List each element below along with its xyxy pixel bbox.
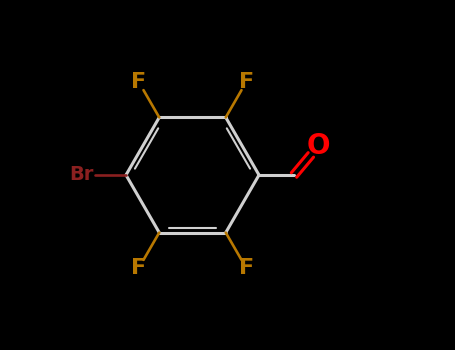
Text: F: F bbox=[239, 72, 254, 92]
Text: F: F bbox=[131, 72, 146, 92]
Text: F: F bbox=[239, 258, 254, 278]
Text: O: O bbox=[306, 132, 330, 160]
Text: F: F bbox=[131, 258, 146, 278]
Text: Br: Br bbox=[69, 166, 93, 184]
